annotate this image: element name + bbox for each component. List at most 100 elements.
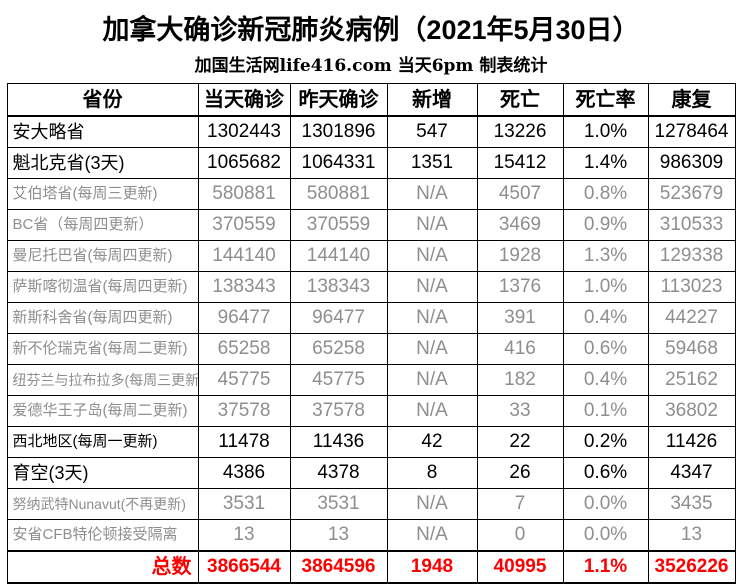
table-row: 安大略省 1302443 1301896 547 13226 1.0% 1278464 — [6, 115, 736, 148]
value-cell: 1.4% — [562, 147, 649, 179]
province-cell: 艾伯塔省(每周三更新) — [6, 178, 199, 210]
table-row: 西北地区(每周一更新) 11478 11436 42 22 0.2% 11426 — [6, 426, 736, 458]
value-cell: 1278464 — [647, 115, 736, 148]
value-cell: N/A — [386, 271, 478, 303]
value-cell: 0.8% — [562, 178, 649, 210]
value-cell: 129338 — [647, 240, 736, 272]
value-cell: 113023 — [647, 271, 736, 303]
province-cell: 萨斯喀彻温省(每周四更新) — [6, 271, 199, 303]
value-cell: 96477 — [197, 302, 291, 334]
value-cell: 1.3% — [562, 240, 649, 272]
value-cell: 3531 — [197, 488, 291, 520]
table-row: 萨斯喀彻温省(每周四更新) 138343 138343 N/A 1376 1.0% 1130… — [6, 271, 736, 303]
covid-stats-page: 加拿大确诊新冠肺炎病例（2021年5月30日） 加国生活网life416.com… — [0, 8, 742, 584]
province-cell: BC省（每周四更新） — [6, 209, 199, 241]
table-row: 新斯科舍省(每周四更新) 96477 96477 N/A 391 0.4% 44227 — [6, 302, 736, 334]
province-cell: 新不伦瑞克省(每周二更新) — [6, 333, 199, 365]
value-cell: 40995 — [476, 550, 564, 584]
table-header-row: 省份 当天确诊 昨天确诊 新增 死亡 死亡率 康复 — [6, 83, 736, 117]
value-cell: N/A — [386, 333, 478, 365]
value-cell: 0.1% — [562, 395, 649, 427]
value-cell: 33 — [476, 395, 564, 427]
province-cell: 纽芬兰与拉布拉多(每周三更新) — [6, 364, 199, 396]
value-cell: 96477 — [289, 302, 388, 334]
column-header-yesterday-confirmed: 昨天确诊 — [289, 83, 388, 117]
value-cell: 13 — [197, 519, 291, 552]
table-row: 魁北克省(3天) 1065682 1064331 1351 15412 1.4% 98630… — [6, 147, 736, 179]
page-title: 加拿大确诊新冠肺炎病例（2021年5月30日） — [102, 15, 640, 45]
value-cell: 45775 — [289, 364, 388, 396]
value-cell: 1351 — [386, 147, 478, 179]
value-cell: N/A — [386, 364, 478, 396]
province-cell: 安大略省 — [6, 115, 199, 148]
table-body: 安大略省 1302443 1301896 547 13226 1.0% 1278464 魁北克… — [6, 115, 736, 584]
value-cell: 0.4% — [562, 302, 649, 334]
value-cell: 11426 — [647, 426, 736, 458]
table-row: BC省（每周四更新） 370559 370559 N/A 3469 0.9% 310533 — [6, 209, 736, 241]
value-cell: 65258 — [289, 333, 388, 365]
value-cell: 1376 — [476, 271, 564, 303]
value-cell: N/A — [386, 240, 478, 272]
value-cell: 45775 — [197, 364, 291, 396]
value-cell: 4507 — [476, 178, 564, 210]
value-cell: 1.0% — [562, 115, 649, 148]
value-cell: 4386 — [197, 457, 291, 489]
value-cell: 523679 — [647, 178, 736, 210]
column-header-today-confirmed: 当天确诊 — [197, 83, 291, 117]
value-cell: 144140 — [197, 240, 291, 272]
province-cell: 新斯科舍省(每周四更新) — [6, 302, 199, 334]
value-cell: 22 — [476, 426, 564, 458]
value-cell: 182 — [476, 364, 564, 396]
value-cell: 547 — [386, 115, 478, 148]
value-cell: 44227 — [647, 302, 736, 334]
column-header-province: 省份 — [6, 83, 199, 117]
value-cell: N/A — [386, 519, 478, 552]
province-cell: 西北地区(每周一更新) — [6, 426, 199, 458]
value-cell: 4347 — [647, 457, 736, 489]
province-cell: 曼尼托巴省(每周四更新) — [6, 240, 199, 272]
value-cell: 0.0% — [562, 488, 649, 520]
covid-stats-table: 省份 当天确诊 昨天确诊 新增 死亡 死亡率 康复 安大略省 1302443 130… — [6, 83, 736, 584]
value-cell: 11478 — [197, 426, 291, 458]
value-cell: 0.6% — [562, 457, 649, 489]
table-total-row: 总数 3866544 3864596 1948 40995 1.1% 3526226 — [6, 550, 736, 584]
column-header-deaths: 死亡 — [476, 83, 564, 117]
table-row: 新不伦瑞克省(每周二更新) 65258 65258 N/A 416 0.6% 59468 — [6, 333, 736, 365]
value-cell: 13 — [647, 519, 736, 552]
value-cell: N/A — [386, 178, 478, 210]
value-cell: 13 — [289, 519, 388, 552]
value-cell: 0 — [476, 519, 564, 552]
table-row: 育空(3天) 4386 4378 8 26 0.6% 4347 — [6, 457, 736, 489]
value-cell: 580881 — [197, 178, 291, 210]
value-cell: 13226 — [476, 115, 564, 148]
column-header-new-cases: 新增 — [386, 83, 478, 117]
value-cell: N/A — [386, 488, 478, 520]
value-cell: 1302443 — [197, 115, 291, 148]
table-row: 安省CFB特伦顿接受隔离 13 13 N/A 0 0.0% 13 — [6, 519, 736, 552]
table-row: 努纳武特Nunavut(不再更新) 3531 3531 N/A 7 0.0% 3435 — [6, 488, 736, 520]
value-cell: 8 — [386, 457, 478, 489]
value-cell: 3469 — [476, 209, 564, 241]
value-cell: 37578 — [197, 395, 291, 427]
table-row: 艾伯塔省(每周三更新) 580881 580881 N/A 4507 0.8% 523679 — [6, 178, 736, 210]
value-cell: 11436 — [289, 426, 388, 458]
value-cell: 36802 — [647, 395, 736, 427]
value-cell: 1065682 — [197, 147, 291, 179]
value-cell: 580881 — [289, 178, 388, 210]
value-cell: 138343 — [289, 271, 388, 303]
value-cell: 1.1% — [562, 550, 649, 584]
province-cell: 安省CFB特伦顿接受隔离 — [6, 519, 199, 552]
value-cell: 4378 — [289, 457, 388, 489]
value-cell: 391 — [476, 302, 564, 334]
value-cell: N/A — [386, 209, 478, 241]
value-cell: 1301896 — [289, 115, 388, 148]
value-cell: 65258 — [197, 333, 291, 365]
province-cell: 爱德华王子岛(每周二更新) — [6, 395, 199, 427]
column-header-death-rate: 死亡率 — [562, 83, 649, 117]
value-cell: 3531 — [289, 488, 388, 520]
value-cell: 416 — [476, 333, 564, 365]
value-cell: 1928 — [476, 240, 564, 272]
value-cell: 1.0% — [562, 271, 649, 303]
value-cell: 42 — [386, 426, 478, 458]
value-cell: 370559 — [289, 209, 388, 241]
